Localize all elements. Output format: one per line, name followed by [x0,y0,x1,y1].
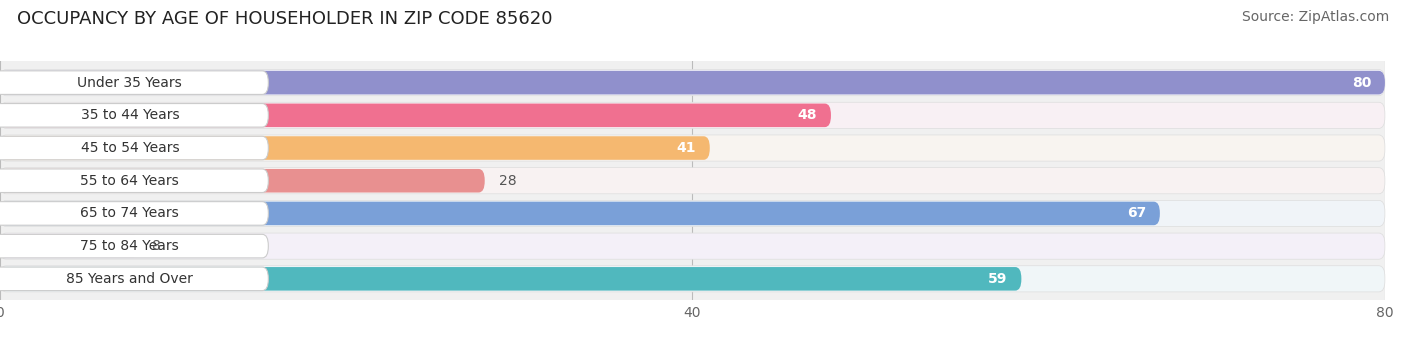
Text: OCCUPANCY BY AGE OF HOUSEHOLDER IN ZIP CODE 85620: OCCUPANCY BY AGE OF HOUSEHOLDER IN ZIP C… [17,10,553,28]
Text: 85 Years and Over: 85 Years and Over [66,272,193,286]
FancyBboxPatch shape [0,234,269,258]
FancyBboxPatch shape [0,266,1385,292]
Text: 75 to 84 Years: 75 to 84 Years [80,239,179,253]
FancyBboxPatch shape [0,136,269,160]
Text: 80: 80 [1351,76,1371,90]
FancyBboxPatch shape [0,202,1160,225]
FancyBboxPatch shape [0,233,1385,259]
FancyBboxPatch shape [0,169,269,193]
FancyBboxPatch shape [0,201,1385,226]
FancyBboxPatch shape [0,267,269,291]
Text: 28: 28 [499,174,516,188]
FancyBboxPatch shape [0,135,1385,161]
Text: 67: 67 [1126,206,1146,220]
FancyBboxPatch shape [0,104,269,127]
Text: 48: 48 [797,108,817,122]
FancyBboxPatch shape [0,169,485,193]
Text: 55 to 64 Years: 55 to 64 Years [80,174,179,188]
FancyBboxPatch shape [0,168,1385,194]
FancyBboxPatch shape [0,70,1385,96]
Text: 65 to 74 Years: 65 to 74 Years [80,206,179,220]
FancyBboxPatch shape [0,234,139,258]
FancyBboxPatch shape [0,104,831,127]
Text: 45 to 54 Years: 45 to 54 Years [80,141,179,155]
FancyBboxPatch shape [0,102,1385,129]
FancyBboxPatch shape [0,136,710,160]
FancyBboxPatch shape [0,267,1021,291]
Text: 59: 59 [988,272,1008,286]
Text: 41: 41 [676,141,696,155]
Text: Under 35 Years: Under 35 Years [77,76,183,90]
Text: 8: 8 [152,239,162,253]
Text: Source: ZipAtlas.com: Source: ZipAtlas.com [1241,10,1389,24]
FancyBboxPatch shape [0,71,1385,94]
FancyBboxPatch shape [0,202,269,225]
FancyBboxPatch shape [0,71,269,94]
Text: 35 to 44 Years: 35 to 44 Years [80,108,179,122]
